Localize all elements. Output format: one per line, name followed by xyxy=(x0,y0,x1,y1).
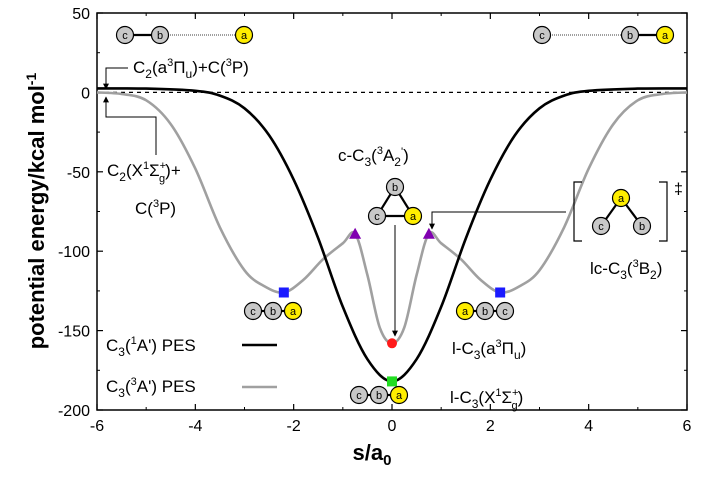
atom-b xyxy=(263,301,283,321)
atom-label: a xyxy=(618,193,625,205)
dagger: ‡ xyxy=(674,181,683,198)
atom-a xyxy=(611,188,631,208)
stationary-marker-square xyxy=(387,376,397,387)
arrow-c2-x-state xyxy=(103,96,157,155)
atom-label: c xyxy=(502,306,508,318)
atom-label: a xyxy=(241,30,248,42)
atom-label: a xyxy=(462,306,469,318)
arrow-c2-a-state xyxy=(103,67,128,90)
atom-a xyxy=(283,301,303,321)
stationary-marker-square xyxy=(278,287,289,298)
axis-ticks: -6 -4 -2 0 2 4 6 50 0 -50 -100 -150 -200 xyxy=(58,6,692,435)
atom-c xyxy=(495,301,515,321)
label-c-c3: c-C3(3A2') xyxy=(338,145,409,169)
label-c-3p: C(3P) xyxy=(135,198,176,218)
atom-label: b xyxy=(392,182,398,194)
atom-a xyxy=(234,25,254,45)
label-l-c3-x: l-C3(X1Σ+ g) xyxy=(450,387,523,412)
x-tick-label: -4 xyxy=(188,418,202,435)
atom-a xyxy=(455,301,475,321)
label-lc-c3: lc-C3(3B2) xyxy=(590,258,662,282)
stationary-marker-square xyxy=(495,287,506,298)
x-tick-label: -2 xyxy=(287,418,301,435)
atom-c xyxy=(532,25,552,45)
atom-label: b xyxy=(270,306,276,318)
molecule-diagrams: c b a c b a c b a a b c c b a b c a a c b xyxy=(115,25,675,405)
atom-c xyxy=(243,301,263,321)
y-axis-title: potential energy/kcal mol-1 xyxy=(23,73,49,350)
atom-label: c xyxy=(374,211,380,223)
y-tick-label: -100 xyxy=(58,244,90,261)
y-tick-label: 0 xyxy=(81,85,90,102)
x-axis-title: s/a0 xyxy=(353,440,392,469)
atom-label: b xyxy=(627,30,633,42)
atom-label: c xyxy=(250,306,256,318)
label-c2-x-state: C2(X1Σ+ g)+ xyxy=(107,160,181,185)
legend-label-singlet: C3(1A') PES xyxy=(106,335,196,359)
arrow-lc-c3 xyxy=(429,211,566,230)
atom-a xyxy=(389,385,409,405)
atom-c xyxy=(349,385,369,405)
y-tick-label: 50 xyxy=(72,6,90,23)
x-tick-label: 0 xyxy=(388,418,397,435)
atom-a xyxy=(403,206,423,226)
atom-label: a xyxy=(410,211,417,223)
stationary-point-markers xyxy=(278,227,506,387)
atom-label: b xyxy=(482,306,488,318)
x-tick-label: -6 xyxy=(90,418,104,435)
stationary-marker-circle xyxy=(387,338,397,349)
legend: C3(1A') PES C3(3A') PES xyxy=(106,335,277,400)
atom-b xyxy=(620,25,640,45)
y-tick-label: -150 xyxy=(58,324,90,341)
stationary-marker-triangle xyxy=(349,227,362,239)
atom-c xyxy=(591,216,611,236)
atom-label: c xyxy=(122,30,128,42)
atom-b xyxy=(385,177,405,197)
legend-label-triplet: C3(3A') PES xyxy=(106,376,196,400)
atom-label: b xyxy=(157,30,163,42)
atom-label: a xyxy=(662,30,669,42)
atom-label: a xyxy=(290,306,297,318)
bracket-left xyxy=(573,181,582,242)
atom-label: c xyxy=(356,390,362,402)
x-tick-label: 6 xyxy=(683,418,692,435)
atom-b xyxy=(475,301,495,321)
atom-label: b xyxy=(376,390,382,402)
y-tick-label: -50 xyxy=(67,165,90,182)
bracket-right xyxy=(659,181,668,242)
atom-label: c xyxy=(539,30,545,42)
atom-a xyxy=(655,25,675,45)
label-l-c3-a: l-C3(a3Πu) xyxy=(452,338,526,362)
x-tick-label: 2 xyxy=(486,418,495,435)
atom-b xyxy=(150,25,170,45)
x-tick-label: 4 xyxy=(584,418,593,435)
atom-label: a xyxy=(396,390,403,402)
label-c2-a-state: C2(a3Πu)+C(3P) xyxy=(133,57,249,81)
atom-label: b xyxy=(639,221,645,233)
atom-c xyxy=(115,25,135,45)
atom-c xyxy=(367,206,387,226)
atom-label: c xyxy=(598,221,604,233)
y-tick-label: -200 xyxy=(58,403,90,420)
stationary-marker-triangle xyxy=(422,227,435,239)
atom-b xyxy=(369,385,389,405)
atom-b xyxy=(632,216,652,236)
